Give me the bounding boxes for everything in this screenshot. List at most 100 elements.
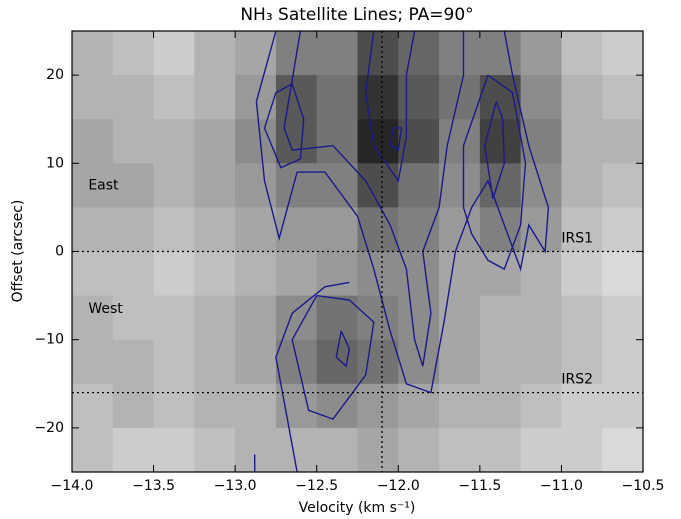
heat-cell xyxy=(112,251,155,297)
contour xyxy=(263,82,305,169)
heat-cell xyxy=(520,295,562,341)
heat-cell xyxy=(398,163,440,208)
heat-cell xyxy=(275,427,318,472)
annotation: East xyxy=(88,177,119,193)
heat-cell xyxy=(520,251,562,297)
contour xyxy=(462,74,527,271)
contour xyxy=(291,294,375,420)
heat-cell xyxy=(72,163,114,208)
heat-cell xyxy=(439,295,481,341)
heat-cell xyxy=(112,207,155,252)
heat-cell xyxy=(398,119,440,164)
heat-cell xyxy=(439,75,481,120)
heat-cell xyxy=(602,251,643,297)
heat-cell xyxy=(194,295,236,341)
heat-cell xyxy=(561,163,603,208)
contour xyxy=(283,31,465,367)
heat-cell xyxy=(398,75,440,120)
heat-cell xyxy=(112,163,155,208)
heat-cell xyxy=(398,251,440,297)
heat-cell xyxy=(235,339,277,385)
heat-cell xyxy=(112,339,155,385)
annotation: IRS1 xyxy=(561,230,593,246)
heat-cell xyxy=(275,119,318,164)
heat-cell xyxy=(439,251,481,297)
heat-cell xyxy=(561,383,603,429)
heat-cell xyxy=(520,75,562,120)
heat-cell xyxy=(439,427,481,472)
x-tick-label: −11.0 xyxy=(540,478,583,494)
heat-cell xyxy=(194,251,236,297)
heat-cell xyxy=(72,207,114,252)
heat-cell xyxy=(153,383,195,429)
y-tick-label: 10 xyxy=(46,155,64,171)
x-tick-label: −10.5 xyxy=(622,478,665,494)
heat-cell xyxy=(194,31,236,76)
heat-cell xyxy=(153,251,195,297)
y-tick-label: 0 xyxy=(55,244,64,260)
heat-cell xyxy=(398,31,440,76)
x-tick-label: −12.0 xyxy=(377,478,420,494)
heat-cell xyxy=(398,295,440,341)
heat-cell xyxy=(520,119,562,164)
heat-cell xyxy=(72,383,114,429)
heat-cell xyxy=(194,75,236,120)
x-axis-label: Velocity (km s⁻¹) xyxy=(299,500,416,516)
heat-cell xyxy=(602,31,643,76)
heat-cell xyxy=(275,163,318,208)
heat-cell xyxy=(357,383,399,429)
contour xyxy=(255,31,550,394)
heat-cell xyxy=(357,427,399,472)
heat-cell xyxy=(479,383,522,429)
heat-cell xyxy=(439,163,481,208)
y-tick-label: −10 xyxy=(34,332,64,348)
heat-cell xyxy=(112,295,155,341)
heat-cell xyxy=(316,75,358,120)
heat-cell xyxy=(72,75,114,120)
heat-cell xyxy=(316,119,358,164)
heat-cell xyxy=(561,207,603,252)
heat-cell xyxy=(520,383,562,429)
annotation: West xyxy=(88,301,123,317)
heat-cell xyxy=(520,339,562,385)
heat-cell xyxy=(357,207,399,252)
heat-cell xyxy=(398,207,440,252)
heat-cell xyxy=(275,251,318,297)
heat-cell xyxy=(316,339,358,385)
x-tick-label: −11.5 xyxy=(458,478,501,494)
x-tick-label: −12.5 xyxy=(295,478,338,494)
heat-cell xyxy=(194,207,236,252)
heat-cell xyxy=(439,383,481,429)
y-tick-label: −20 xyxy=(34,420,64,436)
heat-cell xyxy=(602,383,643,429)
heat-cell xyxy=(153,427,195,472)
heat-cell xyxy=(194,119,236,164)
heat-cell xyxy=(235,383,277,429)
heat-cell xyxy=(479,31,522,76)
heat-cell xyxy=(235,427,277,472)
y-tick-label: 20 xyxy=(46,67,64,83)
y-axis-label: Offset (arcsec) xyxy=(10,200,26,303)
heat-cell xyxy=(439,31,481,76)
heat-cell xyxy=(561,31,603,76)
heat-cell xyxy=(316,31,358,76)
heat-cell xyxy=(561,75,603,120)
heat-cell xyxy=(357,119,399,164)
x-tick-label: −14.0 xyxy=(51,478,94,494)
heat-cell xyxy=(112,31,155,76)
x-tick-label: −13.5 xyxy=(132,478,175,494)
heat-cell xyxy=(153,31,195,76)
heat-cell xyxy=(602,295,643,341)
x-tick-label: −13.0 xyxy=(214,478,257,494)
heat-cell xyxy=(194,163,236,208)
heat-cell xyxy=(520,427,562,472)
contour xyxy=(275,281,350,472)
heat-cell xyxy=(357,251,399,297)
heat-cell xyxy=(153,163,195,208)
heat-cell xyxy=(479,339,522,385)
heat-cell xyxy=(357,295,399,341)
heat-cell xyxy=(72,295,114,341)
heat-cell xyxy=(479,295,522,341)
heat-cell xyxy=(561,427,603,472)
heat-cell xyxy=(316,295,358,341)
